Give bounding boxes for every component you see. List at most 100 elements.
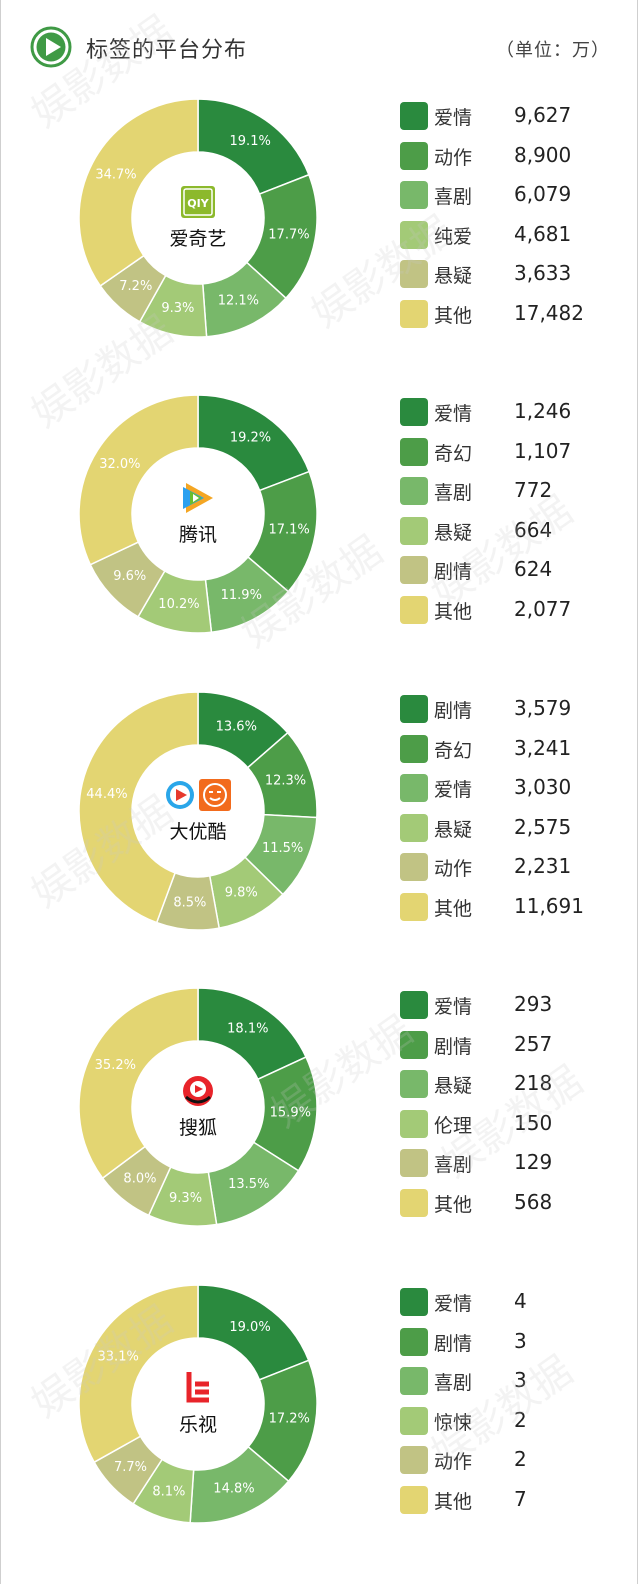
legend-item: 其他 568 — [400, 1185, 620, 1225]
platform-logo: 大优酷 — [158, 775, 238, 853]
legend-swatch — [400, 1030, 428, 1059]
legend-label: 其他 — [434, 1490, 473, 1513]
tencent-video-icon — [158, 478, 238, 518]
legend-swatch — [400, 695, 428, 723]
legend-label: 剧情 — [434, 1332, 473, 1355]
legend-item: 其他 11,691 — [400, 889, 620, 929]
legend-label: 爱情 — [434, 1293, 473, 1315]
legend-label: 喜剧 — [434, 482, 473, 504]
legend-swatch — [400, 1485, 428, 1514]
legend-swatch — [400, 1288, 428, 1316]
legend-item: 其他 2,077 — [400, 592, 620, 632]
donut-slice — [78, 987, 199, 1180]
platform-name: 腾讯 — [178, 524, 217, 546]
donut-slice — [78, 1284, 199, 1464]
header: 标签的平台分布 （单位：万） — [30, 22, 610, 72]
legend-swatch — [400, 1406, 428, 1435]
legend-swatch — [400, 853, 428, 881]
legend-item: 悬疑 3,633 — [400, 256, 620, 296]
legend-item: 喜剧 129 — [400, 1145, 620, 1185]
page-title: 标签的平台分布 — [86, 38, 248, 63]
legend-item: 悬疑 2,575 — [400, 810, 620, 850]
legend-value: 6,079 — [514, 182, 572, 206]
iqiyi-icon: QIY — [158, 182, 238, 222]
letv-icon — [158, 1368, 238, 1408]
legend-item: 喜剧 3 — [400, 1363, 620, 1403]
legend-label: 其他 — [434, 1193, 473, 1216]
slice-percent-label: 33.1% — [98, 1350, 139, 1365]
legend-item: 悬疑 218 — [400, 1066, 620, 1106]
legend-swatch — [400, 477, 428, 505]
donut-chart: 19.1% 17.7% 12.1% 9.3% 7.2% 34.7% — [78, 98, 318, 338]
play-icon — [30, 26, 72, 68]
legend-swatch — [400, 734, 428, 763]
platform-name: 爱奇艺 — [169, 228, 227, 250]
legend-swatch — [400, 516, 428, 545]
legend-label: 悬疑 — [434, 818, 473, 841]
platform-chart-panel: 19.0% 17.2% 14.8% 8.1% 7.7% 33.1% 乐视 爱情 4 剧情 3 喜剧 3 惊… — [0, 1284, 640, 1580]
platform-logo: QIY 爱奇艺 — [158, 182, 238, 260]
donut-chart: 13.6% 12.3% 11.5% 9.8% 8.5% 44.4% — [78, 691, 318, 931]
legend-item: 其他 17,482 — [400, 296, 620, 336]
legend-value: 218 — [514, 1071, 553, 1095]
legend-swatch — [400, 1109, 428, 1138]
legend-swatch — [400, 774, 428, 802]
legend-label: 惊悚 — [434, 1411, 473, 1434]
legend-label: 喜剧 — [434, 1154, 473, 1176]
slice-percent-label: 44.4% — [86, 787, 127, 802]
legend-label: 伦理 — [434, 1114, 473, 1137]
slice-percent-label: 17.2% — [269, 1412, 310, 1427]
legend-value: 3,241 — [514, 735, 572, 760]
platform-logo: 腾讯 — [158, 478, 238, 556]
legend-swatch — [400, 220, 428, 249]
legend: 剧情 3,579 奇幻 3,241 爱情 3,030 悬疑 2,575 动作 2,231 其他 11,… — [400, 691, 620, 928]
legend-swatch — [400, 437, 428, 466]
legend-label: 奇幻 — [434, 442, 473, 465]
legend-label: 纯爱 — [434, 225, 473, 248]
slice-percent-label: 13.6% — [216, 719, 257, 734]
legend-value: 624 — [514, 557, 553, 581]
legend-item: 喜剧 772 — [400, 473, 620, 513]
donut-slice — [78, 394, 199, 566]
legend-value: 568 — [514, 1189, 553, 1214]
legend-value: 3,030 — [514, 775, 572, 799]
legend: 爱情 293 剧情 257 悬疑 218 伦理 150 喜剧 129 其他 568 — [400, 987, 620, 1224]
legend-item: 奇幻 3,241 — [400, 731, 620, 771]
legend: 爱情 1,246 奇幻 1,107 喜剧 772 悬疑 664 剧情 624 其他 2,077 — [400, 394, 620, 631]
legend-item: 悬疑 664 — [400, 513, 620, 553]
legend-value: 9,627 — [514, 103, 572, 127]
legend-label: 悬疑 — [434, 265, 473, 287]
legend-value: 664 — [514, 517, 553, 542]
legend-swatch — [400, 398, 428, 426]
legend-item: 剧情 3 — [400, 1324, 620, 1364]
legend-value: 3,633 — [514, 261, 572, 285]
legend-label: 悬疑 — [434, 1075, 473, 1097]
slice-percent-label: 11.5% — [262, 841, 303, 856]
legend-label: 剧情 — [434, 1035, 473, 1058]
legend: 爱情 9,627 动作 8,900 喜剧 6,079 纯爱 4,681 悬疑 3,633 其他 17,… — [400, 98, 620, 335]
legend-label: 爱情 — [434, 403, 473, 425]
slice-percent-label: 7.2% — [119, 279, 152, 294]
legend-item: 喜剧 6,079 — [400, 177, 620, 217]
slice-percent-label: 18.1% — [227, 1022, 268, 1037]
platform-logo: 搜狐 — [158, 1071, 238, 1149]
legend-swatch — [400, 991, 428, 1019]
legend-label: 悬疑 — [434, 521, 473, 544]
legend-value: 772 — [514, 478, 553, 502]
slice-percent-label: 19.2% — [230, 430, 271, 445]
platform-logo: 乐视 — [158, 1368, 238, 1446]
legend-swatch — [400, 892, 428, 921]
legend-label: 其他 — [434, 897, 473, 920]
legend-value: 4,681 — [514, 221, 572, 246]
legend-item: 其他 7 — [400, 1482, 620, 1522]
platform-name: 乐视 — [178, 1414, 217, 1436]
platform-chart-panel: 19.1% 17.7% 12.1% 9.3% 7.2% 34.7% QIY 爱奇艺 爱情 9,62… — [0, 98, 640, 394]
donut-chart: 18.1% 15.9% 13.5% 9.3% 8.0% 35.2% — [78, 987, 318, 1227]
legend-label: 动作 — [434, 146, 473, 169]
slice-percent-label: 35.2% — [95, 1058, 136, 1073]
legend-item: 惊悚 2 — [400, 1403, 620, 1443]
legend-item: 剧情 257 — [400, 1027, 620, 1067]
platform-name: 搜狐 — [178, 1117, 217, 1139]
legend-value: 11,691 — [514, 893, 584, 918]
